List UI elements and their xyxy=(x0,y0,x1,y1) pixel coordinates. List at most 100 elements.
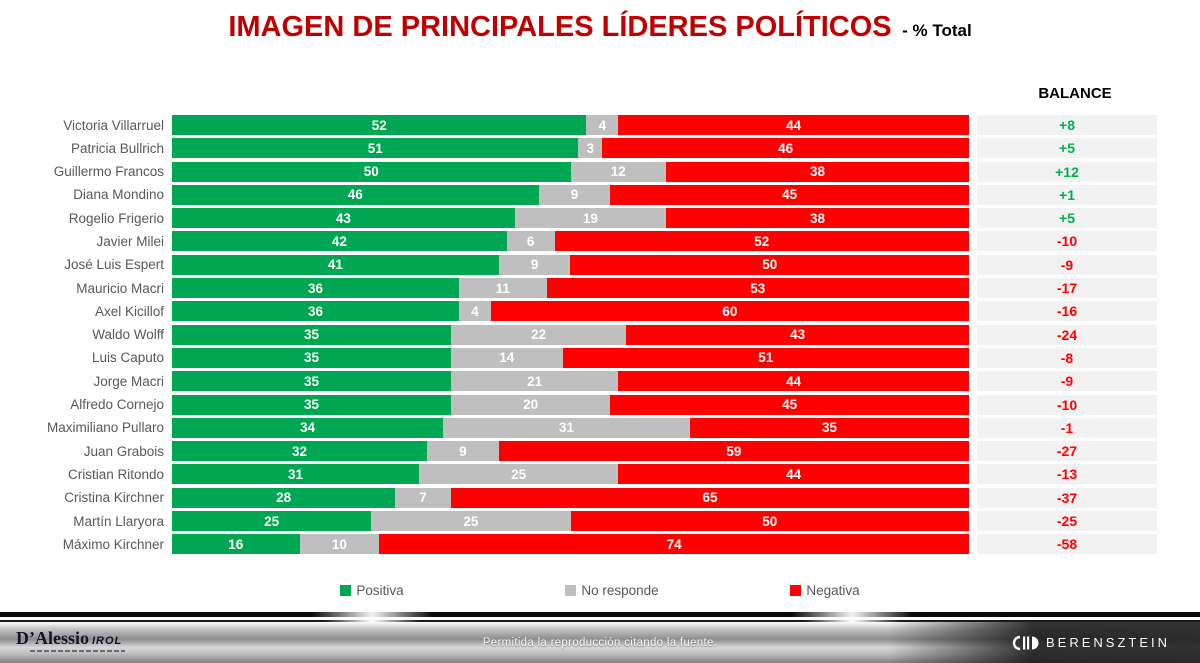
bar-segment-positive: 28 xyxy=(172,487,396,508)
balance-value: -8 xyxy=(1060,349,1074,366)
row-label: Jorge Macri xyxy=(93,373,164,389)
balance-value: -9 xyxy=(1060,373,1074,390)
bar-segment-neutral: 31 xyxy=(442,417,691,438)
bar-segment-negative: 60 xyxy=(490,301,969,322)
stacked-bar: 28 7 65 xyxy=(172,487,969,508)
bar-value-negative: 45 xyxy=(782,397,798,413)
bar-segment-negative: 35 xyxy=(690,417,969,438)
bar-value-neutral: 31 xyxy=(558,420,575,436)
balance-value: +8 xyxy=(1059,117,1075,133)
balance-value: -25 xyxy=(1056,513,1078,530)
balance-cell: -16 xyxy=(977,301,1157,322)
chart-row: Jorge Macri 35 21 44 -9 xyxy=(0,371,1200,392)
bar-value-positive: 50 xyxy=(363,164,379,180)
legend-item-no-responde: No responde xyxy=(565,583,790,598)
dalessio-logo-text: D’Alessio xyxy=(16,628,89,648)
row-label: Martín Llaryora xyxy=(73,513,164,529)
balance-value: -37 xyxy=(1056,489,1078,506)
bar-segment-negative: 65 xyxy=(450,487,969,508)
bar-segment-negative: 44 xyxy=(618,115,969,135)
chart-row: Axel Kicillof 36 4 60 -16 xyxy=(0,301,1200,322)
bar-value-negative: 44 xyxy=(786,117,802,133)
row-label: Mauricio Macri xyxy=(76,280,164,296)
footer-stripe-gap xyxy=(0,617,1200,620)
bar-value-neutral: 4 xyxy=(471,303,479,319)
bar-segment-neutral: 20 xyxy=(450,394,611,415)
bar-value-positive: 36 xyxy=(307,280,323,296)
bar-value-negative: 35 xyxy=(821,420,838,436)
balance-value: -17 xyxy=(1056,280,1078,297)
bar-value-neutral: 22 xyxy=(531,327,547,343)
footer: D’Alessio IROL Permitida la reproducción … xyxy=(0,612,1200,663)
bar-segment-negative: 46 xyxy=(602,138,969,159)
bar-value-neutral: 9 xyxy=(459,443,467,459)
page-title-suffix: - % Total xyxy=(902,21,972,40)
balance-cell: +5 xyxy=(977,138,1157,159)
bar-value-negative: 44 xyxy=(786,466,802,482)
bar-segment-neutral: 19 xyxy=(514,208,667,229)
balance-cell: -25 xyxy=(977,511,1157,532)
bar-segment-positive: 51 xyxy=(172,138,579,159)
stacked-bar: 41 9 50 xyxy=(172,254,969,275)
bar-value-negative: 50 xyxy=(762,257,778,273)
balance-value: -9 xyxy=(1060,256,1074,273)
bar-segment-neutral: 25 xyxy=(371,511,571,532)
balance-value: -1 xyxy=(1060,419,1074,436)
row-label: Patricia Bullrich xyxy=(70,140,164,156)
bar-value-positive: 28 xyxy=(276,490,292,506)
bar-segment-negative: 44 xyxy=(618,371,969,392)
bar-segment-positive: 36 xyxy=(172,278,459,299)
row-label: Javier Milei xyxy=(96,233,164,249)
stacked-bar: 42 6 52 xyxy=(172,231,969,252)
bar-value-positive: 35 xyxy=(303,373,319,389)
bar-value-positive: 35 xyxy=(303,350,319,366)
bar-value-negative: 60 xyxy=(722,303,738,319)
bar-segment-positive: 43 xyxy=(172,208,515,229)
bar-segment-neutral: 11 xyxy=(458,278,547,299)
balance-column-header: BALANCE xyxy=(1038,85,1112,102)
balance-value: +12 xyxy=(1055,163,1079,180)
bar-segment-negative: 45 xyxy=(610,394,969,415)
bar-segment-negative: 51 xyxy=(562,347,969,368)
berensztein-icon xyxy=(1012,635,1039,650)
bar-segment-neutral: 10 xyxy=(299,534,380,555)
balance-cell: +5 xyxy=(977,208,1157,229)
balance-cell: -8 xyxy=(977,347,1157,368)
chart-row: Mauricio Macri 36 11 53 -17 xyxy=(0,278,1200,299)
bar-segment-positive: 46 xyxy=(172,184,539,205)
bar-value-positive: 46 xyxy=(347,187,363,203)
bar-value-neutral: 14 xyxy=(499,350,515,366)
berensztein-logo: BERENSZTEIN xyxy=(1011,622,1170,663)
balance-cell: -58 xyxy=(977,534,1157,555)
balance-cell: -10 xyxy=(977,231,1157,252)
bar-segment-neutral: 9 xyxy=(498,254,571,275)
berensztein-logo-text: BERENSZTEIN xyxy=(1045,635,1170,650)
bar-value-neutral: 12 xyxy=(610,164,626,180)
row-label: Guillermo Francos xyxy=(53,164,164,180)
bar-value-positive: 36 xyxy=(307,303,323,319)
legend-item-negativa: Negativa xyxy=(790,583,860,598)
chart-row: Luis Caputo 35 14 51 -8 xyxy=(0,347,1200,368)
bar-value-negative: 43 xyxy=(790,327,806,343)
bar-segment-positive: 35 xyxy=(172,371,451,392)
bar-segment-positive: 34 xyxy=(172,417,443,438)
stacked-bar-chart: Victoria Villarruel 52 4 44 +8 Patricia … xyxy=(0,115,1200,558)
bar-value-neutral: 9 xyxy=(570,187,579,203)
bar-value-positive: 35 xyxy=(303,397,319,413)
row-label: Victoria Villarruel xyxy=(63,117,164,133)
stacked-bar: 34 31 35 xyxy=(172,417,969,438)
balance-cell: -10 xyxy=(977,394,1157,415)
bar-value-negative: 50 xyxy=(762,513,778,529)
legend-item-positiva: Positiva xyxy=(340,583,565,598)
row-label: Maximiliano Pullaro xyxy=(46,420,164,436)
bar-value-positive: 32 xyxy=(292,443,308,459)
balance-cell: -9 xyxy=(977,254,1157,275)
bar-segment-neutral: 9 xyxy=(538,184,611,205)
irol-logo-text: IROL xyxy=(92,635,123,647)
bar-segment-positive: 35 xyxy=(172,324,451,345)
bar-segment-positive: 35 xyxy=(172,394,451,415)
stacked-bar: 36 11 53 xyxy=(172,278,969,299)
row-label: Axel Kicillof xyxy=(94,303,164,319)
balance-value: +1 xyxy=(1059,186,1075,203)
balance-cell: +8 xyxy=(977,115,1157,135)
